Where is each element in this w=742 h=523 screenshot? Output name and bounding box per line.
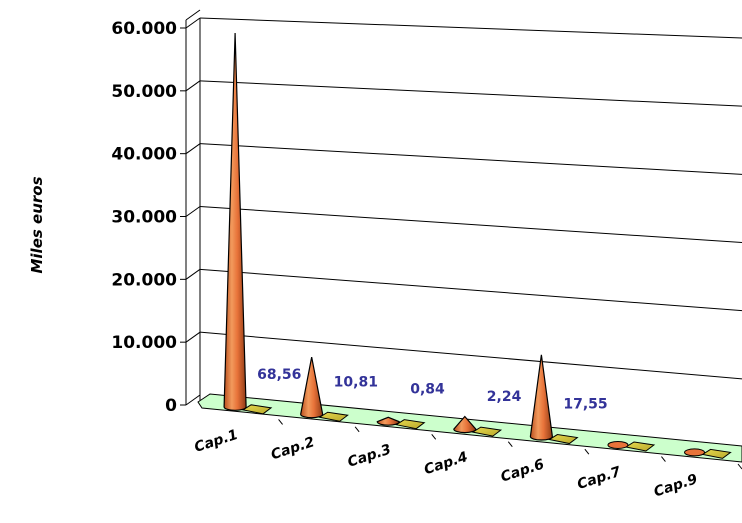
- x-tick-mark: [431, 433, 437, 440]
- gridline: [199, 17, 742, 39]
- cone-bar: [300, 356, 324, 419]
- cone-bar: [607, 440, 629, 449]
- y-tick-label: 20.000: [111, 270, 177, 290]
- data-label: 68,56: [257, 367, 301, 383]
- y-tick-label: 30.000: [111, 208, 177, 228]
- series2-marker: [701, 448, 732, 459]
- cone-bar: [376, 416, 400, 426]
- x-tick-label: Cap.1: [192, 427, 240, 456]
- data-label: 17,55: [563, 397, 607, 413]
- gridline: [199, 206, 742, 243]
- gridline-depth: [185, 17, 201, 29]
- y-tick-label: 10.000: [111, 333, 177, 353]
- y-tick-label: 60.000: [111, 19, 177, 39]
- gridline-depth: [185, 143, 201, 155]
- x-tick-mark: [584, 448, 590, 455]
- data-label: 0,84: [410, 382, 445, 398]
- cone-bar: [529, 354, 553, 441]
- wall-top-edge: [185, 9, 201, 21]
- gridline: [199, 80, 742, 107]
- x-tick-mark: [661, 456, 666, 462]
- y-tick-label: 50.000: [111, 82, 177, 102]
- x-tick-label: Cap.4: [422, 449, 470, 478]
- cone-bar: [684, 448, 706, 457]
- series2-marker: [394, 419, 426, 430]
- x-tick-mark: [507, 441, 513, 448]
- gridline: [199, 331, 742, 380]
- x-tick-mark: [354, 426, 360, 433]
- x-tick-label: Cap.9: [652, 471, 700, 500]
- data-label: 2,24: [487, 389, 522, 405]
- gridline-depth: [185, 268, 201, 280]
- x-tick-mark: [737, 463, 742, 470]
- cone-bar: [453, 415, 477, 434]
- cone-bar: [223, 32, 247, 411]
- x-tick-label: Cap.2: [269, 434, 317, 463]
- gridline-depth: [185, 80, 201, 92]
- series2-marker: [241, 404, 273, 415]
- gridline-depth: [185, 206, 201, 217]
- x-tick-label: Cap.3: [346, 442, 394, 471]
- chart-marks: [223, 32, 732, 459]
- gridline: [199, 143, 742, 175]
- series2-marker: [318, 411, 349, 422]
- series2-marker: [548, 434, 579, 445]
- y-tick-label: 0: [165, 396, 177, 416]
- x-tick-mark: [278, 419, 283, 425]
- x-tick-label: Cap.6: [499, 456, 547, 485]
- chart-walls: [185, 9, 201, 405]
- y-tick-label: 40.000: [111, 145, 177, 165]
- gridline-depth: [185, 394, 201, 406]
- series2-marker: [624, 441, 656, 452]
- gridline-depth: [185, 331, 201, 343]
- x-tick-label: Cap.7: [575, 464, 623, 493]
- gridlines: [180, 17, 742, 406]
- y-axis-label: Miles euros: [28, 176, 46, 273]
- data-label: 10,81: [334, 374, 378, 390]
- gridline: [199, 268, 742, 312]
- series2-marker: [471, 426, 503, 437]
